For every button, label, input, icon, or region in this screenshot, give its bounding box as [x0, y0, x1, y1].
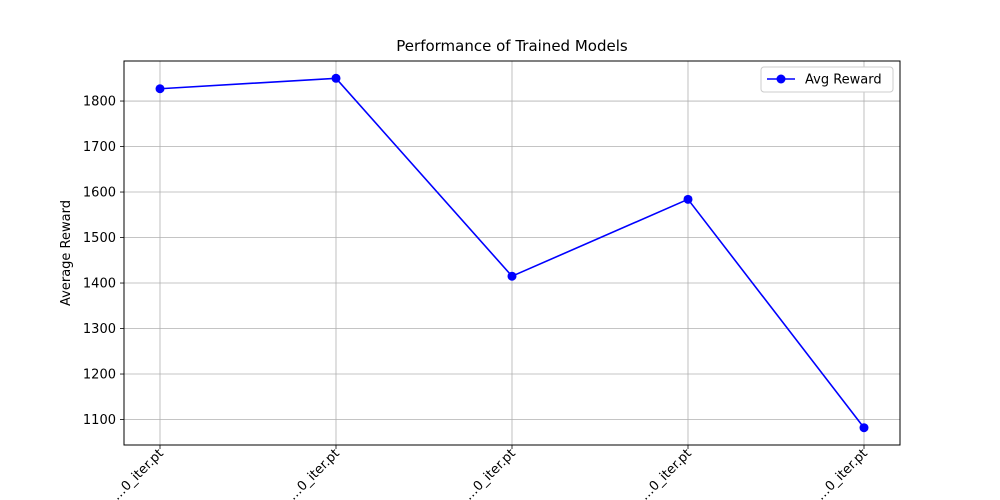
x-tick-labels: …0_iter.pt …0_iter.pt …0_iter.pt …0_iter.pt…	[109, 446, 870, 500]
y-tick-label: 1800	[83, 95, 116, 110]
plot-frame	[123, 60, 901, 446]
y-tick-label: 1400	[83, 277, 116, 292]
legend: Avg Reward	[760, 66, 894, 93]
y-tick-label: 1100	[83, 413, 116, 428]
x-tick-label: …0_iter.pt	[813, 446, 870, 500]
data-point	[155, 84, 165, 94]
chart-title: Performance of Trained Models	[396, 37, 628, 55]
data-point	[683, 194, 693, 204]
y-tick-label: 1500	[83, 231, 116, 246]
x-tick-label: …0_iter.pt	[637, 446, 694, 500]
series-avg-reward	[155, 73, 869, 433]
y-tick-labels: 1100 1200 1300 1400 1500 1600 1700 1800	[83, 95, 116, 428]
x-tick-label: …0_iter.pt	[285, 446, 342, 500]
data-point	[507, 271, 517, 281]
x-tick-label: …0_iter.pt	[461, 446, 518, 500]
y-tick-label: 1200	[83, 368, 116, 383]
data-point	[859, 423, 869, 433]
y-tick-label: 1700	[83, 140, 116, 155]
data-point	[331, 73, 341, 83]
y-tick-label: 1300	[83, 322, 116, 337]
grid-lines	[120, 61, 900, 449]
legend-marker	[776, 74, 786, 84]
x-tick-label: …0_iter.pt	[109, 446, 166, 500]
legend-box	[760, 66, 894, 93]
y-axis-label: Average Reward	[59, 200, 74, 306]
legend-label: Avg Reward	[805, 73, 882, 88]
y-tick-label: 1600	[83, 186, 116, 201]
